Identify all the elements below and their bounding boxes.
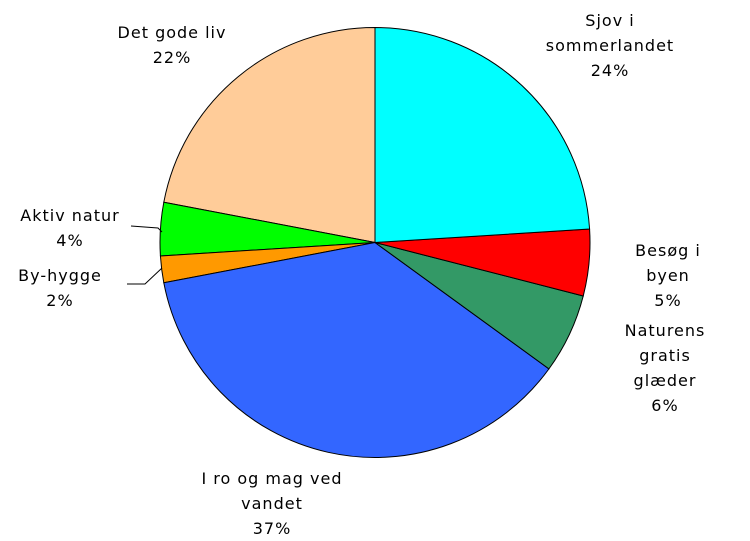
slice-label: I ro og mag ved vandet 37% [201, 466, 342, 541]
percent-label: 37% [252, 519, 292, 538]
category-name: Besøg i byen [635, 241, 701, 285]
percent-label: 24% [590, 61, 630, 80]
percent-label: 5% [654, 291, 682, 310]
slice-label: Aktiv natur 4% [20, 203, 119, 253]
category-name: I ro og mag ved vandet [201, 469, 343, 513]
slice-label: Sjov i sommerlandet 24% [546, 8, 674, 83]
leader-line [130, 225, 163, 233]
category-name: Sjov i sommerlandet [545, 11, 675, 55]
percent-label: 4% [56, 231, 84, 250]
pie-slice [163, 241, 550, 458]
category-name: Naturens gratis glæder [624, 321, 706, 390]
category-name: Det gode liv [117, 23, 227, 42]
leader-line [127, 267, 163, 285]
slice-label: Besøg i byen 5% [627, 238, 709, 313]
slice-label: By-hygge 2% [18, 263, 102, 313]
category-name: By-hygge [18, 266, 102, 285]
slice-label: Det gode liv 22% [118, 20, 227, 70]
slice-label: Naturens gratis glæder 6% [623, 318, 708, 418]
percent-label: 2% [46, 291, 74, 310]
category-name: Aktiv natur [20, 206, 120, 225]
pie-slice [374, 26, 591, 244]
pie-slice [163, 26, 376, 244]
percent-label: 22% [152, 48, 192, 67]
percent-label: 6% [651, 396, 679, 415]
